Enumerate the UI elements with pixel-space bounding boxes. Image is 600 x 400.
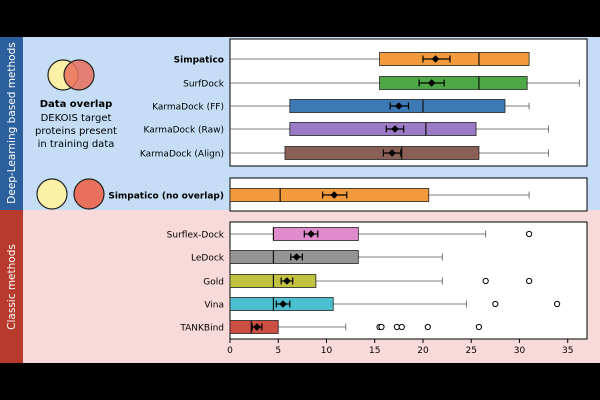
legend-line: in training data — [38, 139, 115, 150]
x-tick-label: 25 — [465, 346, 476, 356]
mean-marker — [253, 323, 261, 331]
x-tick-label: 20 — [417, 346, 429, 356]
method-group: Simpatico — [174, 52, 530, 66]
method-group: SurfDock — [183, 76, 580, 90]
method-label: SurfDock — [183, 80, 225, 90]
box — [379, 52, 530, 66]
legend-line: proteins present — [35, 126, 117, 137]
x-tick-label: 35 — [562, 346, 573, 356]
outlier-point — [398, 323, 405, 331]
classic-section-band — [0, 210, 23, 363]
mean-marker — [330, 191, 339, 199]
outlier-point — [482, 277, 489, 285]
method-group: KarmaDock (FF) — [152, 99, 530, 113]
method-group: Surflex-Dock — [167, 227, 533, 241]
mean-marker — [292, 253, 301, 261]
method-label: KarmaDock (Align) — [140, 150, 224, 160]
method-label: LeDock — [191, 254, 225, 264]
x-tick-label: 5 — [275, 346, 281, 356]
method-group: TANKBind — [179, 320, 483, 334]
method-group: KarmaDock (Raw) — [144, 122, 549, 136]
method-label: KarmaDock (FF) — [152, 103, 224, 113]
box — [379, 76, 528, 90]
legend-title: Data overlap — [40, 99, 113, 110]
classic-section-label: Classic methods — [6, 244, 18, 330]
outlier-point — [526, 230, 533, 238]
mean-marker — [427, 79, 436, 87]
method-label: KarmaDock (Raw) — [144, 126, 225, 136]
method-group: KarmaDock (Align) — [140, 146, 549, 160]
x-tick-label: 0 — [227, 346, 233, 356]
method-label: Gold — [203, 278, 224, 288]
outlier-point — [553, 300, 561, 308]
no-overlap-circle-left — [36, 178, 68, 210]
mean-marker — [431, 55, 440, 63]
box — [289, 122, 477, 136]
mean-marker — [307, 230, 315, 238]
method-group: Gold — [203, 274, 533, 288]
x-tick-label: 30 — [514, 346, 526, 356]
method-label: Simpatico — [174, 56, 224, 66]
dl-section-label: Deep-Learning based methods — [6, 42, 18, 203]
outlier-point — [526, 277, 533, 285]
mean-marker — [279, 300, 287, 308]
outlier-point — [475, 323, 483, 331]
outlier-point — [492, 300, 499, 308]
method-group: LeDock — [191, 250, 443, 264]
legend-circle-right — [63, 59, 95, 91]
x-axis: 0 5 10 15 20 25 30 35 — [227, 339, 573, 356]
x-tick-label: 15 — [369, 346, 380, 356]
no-overlap-circle-right — [73, 178, 105, 210]
mean-marker — [395, 102, 403, 110]
outlier-point — [424, 323, 431, 331]
mean-marker — [388, 149, 396, 157]
method-label: Vina — [204, 301, 224, 311]
outlier-point — [378, 323, 385, 331]
method-label: Surflex-Dock — [167, 231, 225, 241]
dl-section-band — [0, 37, 23, 210]
method-group: Vina — [204, 297, 561, 311]
method-label: TANKBind — [179, 324, 224, 334]
mean-marker — [283, 277, 291, 285]
legend: Data overlap DEKOIS target proteins pres… — [35, 59, 117, 150]
method-group: Simpatico (no overlap) — [108, 188, 530, 202]
legend-line: DEKOIS target — [41, 113, 112, 124]
x-tick-label: 10 — [321, 346, 333, 356]
chart-marks: Simpatico SurfDock KarmaDock (FF) KarmaDock… — [108, 52, 580, 334]
mean-marker — [391, 125, 399, 133]
method-label: Simpatico (no overlap) — [108, 192, 224, 202]
box — [284, 146, 480, 160]
